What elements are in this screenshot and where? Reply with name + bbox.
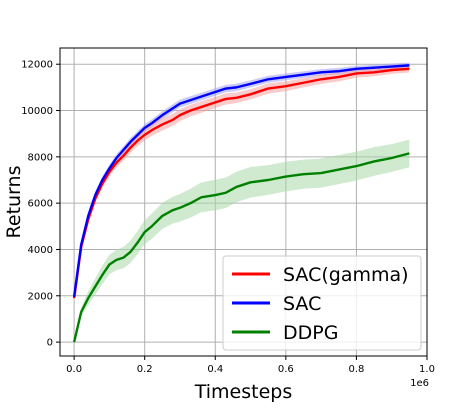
y-tick-label: 12000 [21,60,53,71]
confidence-band [74,65,410,301]
legend-box [222,255,422,351]
y-tick-label: 4000 [28,245,53,256]
x-tick-label: 0.0 [66,364,82,375]
x-tick-label: 0.4 [207,364,223,375]
x-tick-label: 0.8 [348,364,364,375]
y-axis-ticks: 0 2000 4000 6000 8000 10000 12000 [21,60,60,349]
x-axis-title: Timesteps [194,381,293,403]
legend-label: DDPG [283,322,338,344]
series-line [72,152,410,343]
y-tick-label: 10000 [21,106,53,117]
y-axis-title: Returns [3,166,25,239]
x-axis-offset-label: 1e6 [410,378,429,389]
series-lines [72,64,410,343]
x-axis-ticks: 0.0 0.2 0.4 0.6 0.8 1.0 [66,356,435,375]
x-tick-label: 0.2 [137,364,153,375]
x-tick-label: 1.0 [419,364,435,375]
legend: SAC(gamma) SAC DDPG [222,255,422,351]
y-tick-label: 6000 [28,199,53,210]
series-line [72,64,410,298]
x-tick-label: 0.6 [278,364,294,375]
legend-items: SAC(gamma) SAC DDPG [232,264,409,344]
y-tick-label: 8000 [28,152,53,163]
y-tick-label: 0 [47,338,53,349]
y-tick-label: 2000 [28,291,53,302]
legend-label: SAC(gamma) [283,264,409,286]
plot-frame [59,47,428,357]
series-line [72,67,410,299]
legend-label: SAC [283,293,321,315]
